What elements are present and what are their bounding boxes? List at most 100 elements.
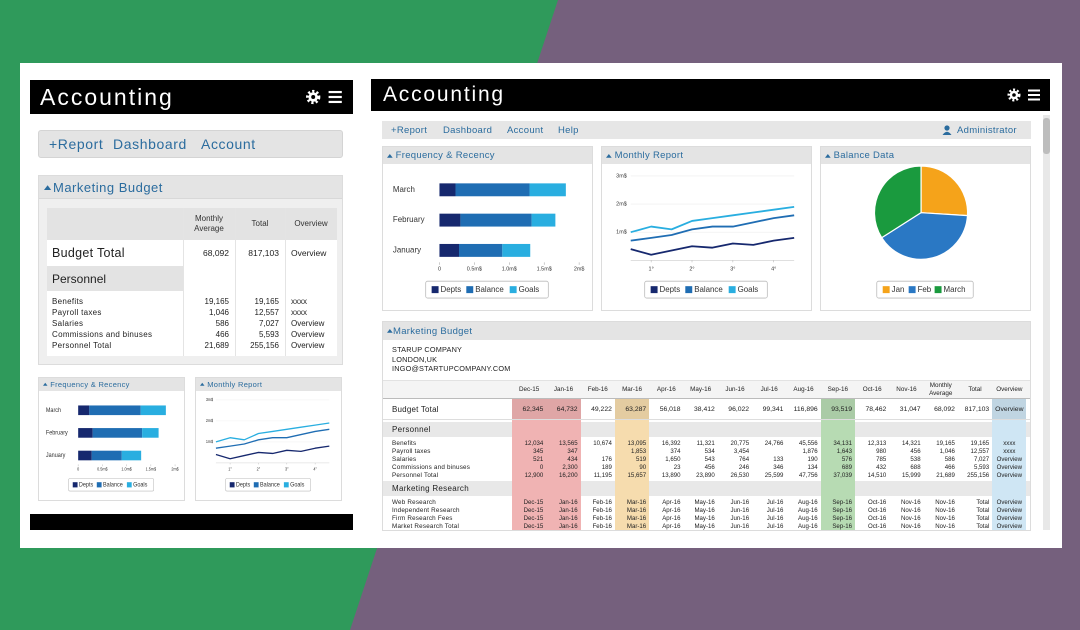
column-header: Aug-16: [793, 385, 814, 393]
row-label: Commissions and binuses: [52, 330, 153, 339]
panel: Balance Data Jan Feb March: [820, 146, 1031, 311]
table-cell: 538: [910, 455, 921, 463]
header: Accounting: [371, 79, 1050, 111]
table-cell: 7,027: [258, 319, 279, 328]
table-cell: 1,046: [208, 308, 229, 317]
x-tick-label: 4°: [771, 267, 776, 273]
table-cell: Jan-16: [558, 514, 578, 522]
section-row: [383, 422, 1030, 437]
header-icons: [306, 89, 342, 105]
row-label: Salaries: [52, 319, 84, 328]
nav-link[interactable]: +Report: [391, 124, 428, 136]
category-label: January: [393, 245, 421, 254]
row-label: Budget Total: [392, 404, 439, 414]
nav-link[interactable]: Account: [507, 124, 544, 136]
column-divider: [285, 208, 286, 356]
user-name[interactable]: Administrator: [957, 124, 1017, 136]
nav-link[interactable]: +Report: [49, 136, 104, 152]
row-label: Payroll taxes: [52, 308, 102, 317]
gear-icon: [311, 95, 316, 99]
table-cell: 0: [539, 463, 544, 471]
table-cell: Feb-16: [592, 522, 612, 530]
table-cell: 689: [841, 463, 852, 471]
nav-link[interactable]: Dashboard: [113, 136, 187, 152]
pie-slice: [873, 165, 922, 239]
table-cell: Jun-16: [730, 507, 750, 515]
x-tick-label: 0.5m$: [97, 467, 108, 472]
table-cell: 5,593: [973, 463, 990, 471]
table-cell: Aug-16: [798, 499, 818, 507]
x-tick-label: 1.5m$: [146, 467, 157, 472]
column-header: Monthly Average: [194, 214, 224, 233]
column-header: May-16: [690, 385, 712, 393]
table-cell: Total: [976, 522, 990, 530]
legend-label: Depts: [79, 483, 93, 489]
table-cell: 26,530: [730, 471, 750, 479]
line-series: [630, 214, 795, 242]
bar: [460, 213, 532, 227]
table-cell: 16,392: [661, 440, 681, 448]
table-cell: xxxx: [1003, 448, 1016, 456]
table-cell: 586: [215, 319, 229, 328]
company-line: LONDON,UK: [392, 354, 438, 364]
row-label: Web Research: [392, 499, 436, 507]
panel-title-bar: Frequency & Recency: [39, 378, 184, 391]
panel: Frequency & Recency March February January 0…: [38, 377, 185, 501]
bar: [92, 428, 143, 438]
category-label: March: [393, 185, 415, 194]
user-head: [944, 125, 950, 131]
footer-bar: [30, 514, 353, 530]
table-cell: Mar-16: [626, 522, 647, 530]
x-tick-label: 2m$: [171, 467, 179, 472]
category-label: February: [46, 430, 68, 436]
table-cell: 68,092: [203, 248, 229, 258]
table-cell: 466: [944, 463, 955, 471]
nav-link[interactable]: Account: [201, 136, 256, 152]
header-icons: [1007, 88, 1040, 102]
table-cell: 23,890: [696, 471, 715, 479]
table-cell: Apr-16: [662, 507, 681, 515]
bar: [78, 450, 92, 461]
legend-swatch: [650, 286, 658, 294]
table-cell: 56,018: [659, 405, 681, 413]
table-cell: Overview: [996, 522, 1023, 530]
legend-swatch: [96, 482, 102, 488]
legend-swatch: [431, 286, 439, 294]
table-cell: 47,756: [799, 471, 818, 479]
table-cell: Nov-16: [935, 507, 955, 515]
collapse-arrow: [44, 185, 52, 190]
legend-label: Balance: [694, 285, 723, 294]
nav-link[interactable]: Dashboard: [443, 124, 493, 136]
legend-box: [68, 478, 154, 492]
table-cell: Jul-16: [766, 522, 784, 530]
table-cell: 20,775: [730, 440, 750, 448]
company-line: INGO@STARTUPCOMPANY.COM: [392, 364, 511, 373]
bar: [91, 450, 122, 461]
collapse-arrow: [387, 153, 393, 158]
bar: [142, 428, 159, 438]
table-cell: 13,565: [558, 440, 578, 448]
nav-bar: +Report Dashboard Account: [38, 130, 343, 158]
table-cell: 1,046: [939, 448, 955, 456]
header: Accounting: [30, 80, 353, 114]
table-cell: 764: [738, 455, 750, 463]
table-cell: 15,999: [901, 471, 921, 479]
table-cell: May-16: [694, 522, 715, 530]
chart: March February January 0 0.5m$ 1.0m$ 1.5m$ 2m$ D…: [46, 405, 180, 492]
table-cell: 11,195: [593, 471, 612, 479]
table-cell: 12,557: [970, 448, 990, 456]
nav-link[interactable]: Help: [558, 124, 579, 136]
gear-icon: [1012, 93, 1016, 97]
y-tick-label: 3m$: [206, 397, 214, 402]
chart: Jan Feb March: [873, 165, 974, 299]
x-tick-label: 1.0m$: [121, 467, 132, 472]
table-cell: Nov-16: [900, 499, 921, 507]
table-cell: xxxx: [291, 308, 307, 317]
company-line: STARUP COMPANY: [392, 345, 463, 354]
table-cell: 432: [876, 463, 887, 471]
row-label: Market Research Total: [392, 522, 460, 530]
table-cell: 12,557: [254, 308, 279, 317]
cell-shade: [992, 399, 1027, 419]
table-cell: May-16: [694, 507, 715, 515]
table-cell: Sep-16: [832, 514, 852, 522]
